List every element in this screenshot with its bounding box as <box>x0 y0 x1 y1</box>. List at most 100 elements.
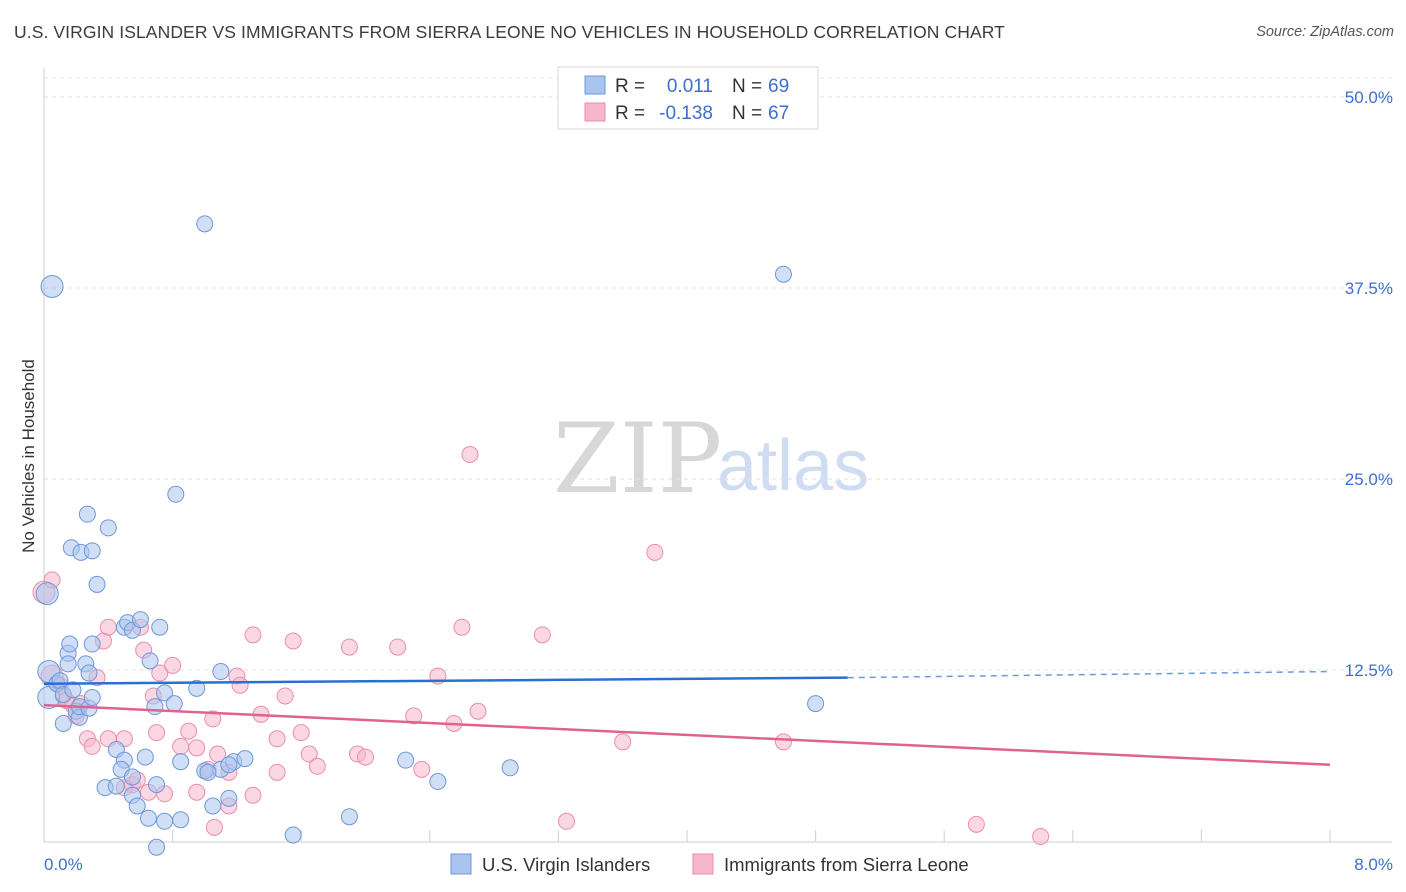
y-tick-label: 25.0% <box>1345 470 1393 489</box>
sierra-leone-point <box>268 763 286 781</box>
virgin-islander-point <box>284 826 302 844</box>
sierra-leone-point <box>172 737 190 755</box>
sierra-leone-point <box>1032 828 1050 846</box>
watermark: ZIP atlas <box>553 403 869 515</box>
virgin-islander-point <box>774 265 792 283</box>
series-virgin-islanders-points <box>35 215 825 856</box>
sierra-leone-point <box>300 745 318 763</box>
virgin-islander-point <box>220 756 238 774</box>
sierra-leone-point <box>164 656 182 674</box>
sierra-leone-point <box>614 733 632 751</box>
virgin-islander-point <box>88 575 106 593</box>
virgin-islander-point <box>807 695 825 713</box>
y-axis-label: No Vehicles in Household <box>19 359 38 553</box>
virgin-islander-point <box>156 812 174 830</box>
sierra-leone-point <box>231 676 249 694</box>
sierra-leone-point <box>461 446 479 464</box>
chart-title: U.S. VIRGIN ISLANDER VS IMMIGRANTS FROM … <box>14 22 1005 42</box>
legend-r-label-pink: R = <box>615 103 645 124</box>
sierra-leone-point <box>188 783 206 801</box>
y-tick-label: 50.0% <box>1345 88 1393 107</box>
gridlines: 12.5% 25.0% 37.5% 50.0% <box>44 77 1393 680</box>
legend-swatch-pink <box>584 102 606 122</box>
sierra-leone-point <box>413 760 431 778</box>
legend-r-label-blue: R = <box>615 76 645 97</box>
virgin-islander-point <box>131 611 149 629</box>
legend-n-label-pink: N = <box>732 103 762 124</box>
virgin-islander-point <box>107 777 125 795</box>
sierra-leone-point <box>308 757 326 775</box>
sierra-leone-point <box>99 618 117 636</box>
virgin-islander-point <box>199 763 217 781</box>
sierra-leone-point <box>148 724 166 742</box>
sierra-leone-point <box>205 818 223 836</box>
watermark-atlas: atlas <box>717 426 869 506</box>
virgin-islander-point <box>136 748 154 766</box>
virgin-islander-point <box>35 582 59 606</box>
virgin-islander-point <box>141 652 159 670</box>
virgin-islander-point <box>83 635 101 653</box>
sierra-leone-point <box>340 638 358 656</box>
virgin-islander-point <box>123 768 141 786</box>
virgin-islander-point <box>165 695 183 713</box>
virgin-islander-point <box>172 753 190 771</box>
virgin-islander-point <box>146 698 164 716</box>
x-tick-label-min: 0.0% <box>44 855 83 874</box>
virgin-islander-point <box>40 274 64 298</box>
virgin-islander-point <box>172 811 190 829</box>
virgin-islander-point <box>340 808 358 826</box>
virgin-islander-point <box>78 505 96 523</box>
virgin-islander-point <box>148 776 166 794</box>
virgin-islander-point <box>429 773 447 791</box>
virgin-islander-point <box>99 519 117 537</box>
y-tick-label: 37.5% <box>1345 279 1393 298</box>
sierra-leone-point <box>533 626 551 644</box>
legend-n-value-pink: 67 <box>768 103 789 124</box>
virgin-islander-point <box>64 681 82 699</box>
axes: 0.0% 8.0% <box>43 68 1393 874</box>
virgin-islander-point <box>148 838 166 856</box>
bottom-legend-swatch-blue <box>450 853 472 875</box>
series-legend: U.S. Virgin Islanders Immigrants from Si… <box>450 853 969 875</box>
trend-line-sierra-leone <box>43 703 1331 766</box>
legend-r-value-pink: -0.138 <box>659 103 713 124</box>
sierra-leone-point <box>405 707 423 725</box>
virgin-islander-point <box>236 750 254 768</box>
legend-r-value-blue: 0.011 <box>667 76 713 97</box>
virgin-islander-point <box>61 635 79 653</box>
y-tick-label: 12.5% <box>1345 661 1393 680</box>
virgin-islander-point <box>220 789 238 807</box>
sierra-leone-point <box>204 710 222 728</box>
legend-n-value-blue: 69 <box>768 76 789 97</box>
series-sierra-leone-points <box>32 446 1050 846</box>
sierra-leone-point <box>268 730 286 748</box>
sierra-leone-point <box>180 722 198 740</box>
watermark-zip: ZIP <box>553 403 722 515</box>
virgin-islander-point <box>156 684 174 702</box>
sierra-leone-point <box>83 737 101 755</box>
sierra-leone-point <box>967 815 985 833</box>
sierra-leone-point <box>389 638 407 656</box>
virgin-islander-point <box>59 655 77 673</box>
correlation-legend: R = 0.011 N = 69 R = -0.138 N = 67 <box>557 66 819 130</box>
trend-lines <box>43 670 1331 766</box>
bottom-legend-swatch-pink <box>692 853 714 875</box>
virgin-islander-point <box>196 215 214 233</box>
sierra-leone-point <box>188 739 206 757</box>
bottom-legend-label-blue: U.S. Virgin Islanders <box>482 854 650 875</box>
x-tick-label-max: 8.0% <box>1354 855 1393 874</box>
virgin-islander-point <box>501 759 519 777</box>
virgin-islander-point <box>139 809 157 827</box>
sierra-leone-point <box>469 702 487 720</box>
trend-line-virgin-islanders-extension <box>847 670 1331 679</box>
legend-n-label-blue: N = <box>732 76 762 97</box>
virgin-islander-point <box>188 679 206 697</box>
virgin-islander-point <box>167 485 185 503</box>
trend-line-virgin-islanders <box>43 676 848 686</box>
sierra-leone-point <box>284 632 302 650</box>
sierra-leone-point <box>244 626 262 644</box>
sierra-leone-point <box>557 812 575 830</box>
sierra-leone-point <box>292 724 310 742</box>
sierra-leone-point <box>646 543 664 561</box>
